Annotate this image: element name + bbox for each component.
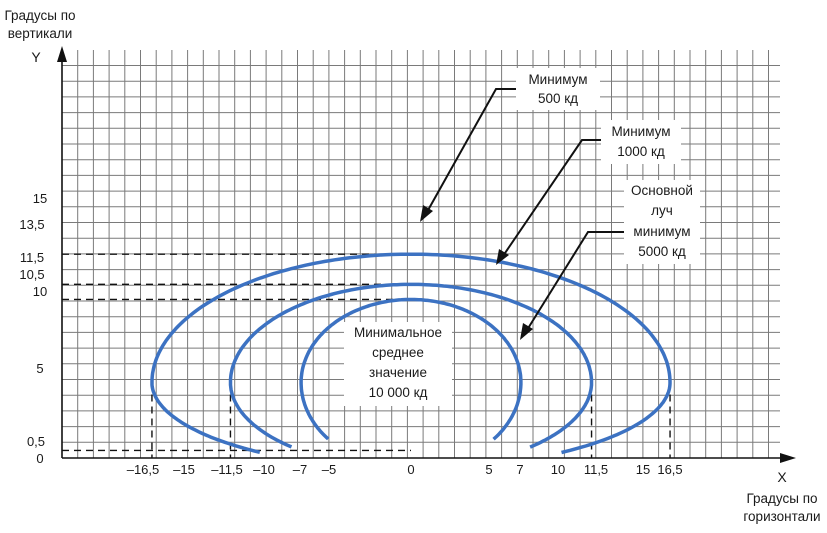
y-tick-label: 15 xyxy=(33,191,47,206)
x-axis-title-line1: Градусы по xyxy=(746,491,817,506)
x-tick-label: –16,5 xyxy=(127,462,160,477)
y-tick-label: 5 xyxy=(36,361,43,376)
dashed-guides xyxy=(62,253,671,458)
min-avg-line2: среднее xyxy=(372,345,424,360)
x-tick-label: 15 xyxy=(636,462,650,477)
min1000-line2: 1000 кд xyxy=(617,144,665,159)
y-tick-label: 0 xyxy=(36,451,43,466)
min1000-line1: Минимум xyxy=(611,124,670,139)
arrow-min500 xyxy=(426,88,516,213)
isocandela-curves xyxy=(150,252,672,455)
min-avg-line4: 10 000 кд xyxy=(369,385,428,400)
min-avg-line1: Минимальное xyxy=(354,325,442,340)
arrow-main-beam xyxy=(526,231,624,331)
x-tick-label: 10 xyxy=(551,462,565,477)
x-axis-letter: X xyxy=(777,469,787,485)
min500-line2: 500 кд xyxy=(538,91,578,106)
main-beam-line1: Основной xyxy=(631,183,693,198)
x-tick-label: –10 xyxy=(253,462,275,477)
y-axis-arrow-icon xyxy=(57,46,67,62)
label-box-main-beam xyxy=(624,180,700,264)
min500-line1: Минимум xyxy=(528,72,587,87)
x-axis-arrow-icon xyxy=(780,453,796,463)
x-tick-label: 16,5 xyxy=(657,462,682,477)
y-axis-letter: Y xyxy=(31,49,41,65)
isocandela-curve xyxy=(150,252,672,455)
main-beam-line4: 5000 кд xyxy=(638,244,686,259)
main-beam-line3: минимум xyxy=(633,224,690,239)
y-tick-label: 10,5 xyxy=(19,267,44,282)
arrowhead-icon xyxy=(496,249,509,265)
label-box-min500 xyxy=(516,68,600,110)
main-beam-line2: луч xyxy=(651,203,673,218)
y-tick-label: 0,5 xyxy=(27,434,45,449)
x-tick-label: –15 xyxy=(173,462,195,477)
x-tick-label: –5 xyxy=(322,462,336,477)
x-tick-label: –7 xyxy=(293,462,307,477)
isocandela-curve xyxy=(228,282,594,449)
y-axis-title-line1: Градусы по xyxy=(4,8,75,23)
isocandela-curve xyxy=(299,297,523,441)
y-tick-label: 11,5 xyxy=(20,250,44,265)
label-box-min1000 xyxy=(601,120,681,164)
x-axis-title-line2: горизонтали xyxy=(743,509,820,524)
arrowhead-icon xyxy=(420,205,433,222)
x-tick-label: 11,5 xyxy=(584,462,608,477)
x-tick-label: 7 xyxy=(516,462,523,477)
arrowhead-icon xyxy=(520,323,533,340)
arrow-min1000 xyxy=(502,139,601,257)
min-avg-line3: значение xyxy=(369,365,427,380)
label-box-min-avg xyxy=(344,322,452,406)
y-tick-label: 13,5 xyxy=(19,217,44,232)
x-tick-label: 0 xyxy=(407,462,414,477)
x-tick-label: 5 xyxy=(485,462,492,477)
x-tick-label: –11,5 xyxy=(211,462,243,477)
y-axis-title-line2: вертикали xyxy=(8,26,73,41)
y-tick-label: 10 xyxy=(33,284,47,299)
